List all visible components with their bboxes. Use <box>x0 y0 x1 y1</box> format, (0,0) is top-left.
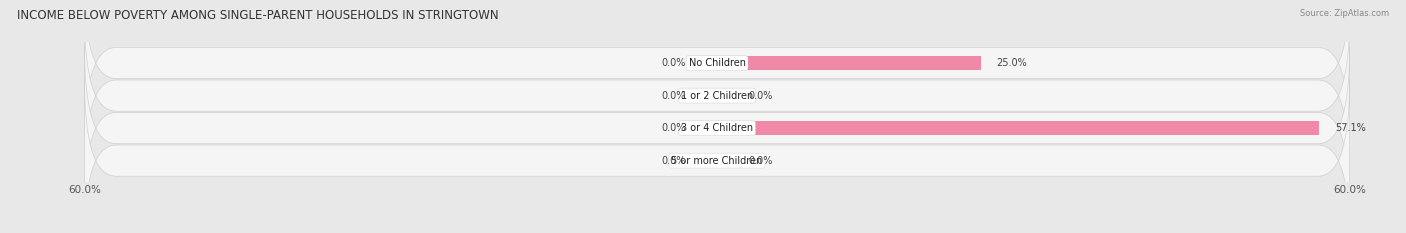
Text: 3 or 4 Children: 3 or 4 Children <box>681 123 754 133</box>
Text: Source: ZipAtlas.com: Source: ZipAtlas.com <box>1301 9 1389 18</box>
FancyBboxPatch shape <box>84 0 1350 145</box>
Text: 0.0%: 0.0% <box>661 91 686 101</box>
FancyBboxPatch shape <box>84 46 1350 210</box>
Text: 1 or 2 Children: 1 or 2 Children <box>681 91 754 101</box>
Bar <box>717 154 733 168</box>
Bar <box>702 154 717 168</box>
Bar <box>717 121 1319 135</box>
Text: 0.0%: 0.0% <box>749 91 773 101</box>
Text: No Children: No Children <box>689 58 745 68</box>
Text: 57.1%: 57.1% <box>1336 123 1365 133</box>
Bar <box>702 89 717 103</box>
Text: 25.0%: 25.0% <box>997 58 1028 68</box>
Bar <box>717 56 981 70</box>
Text: 0.0%: 0.0% <box>661 156 686 166</box>
Text: 0.0%: 0.0% <box>661 58 686 68</box>
FancyBboxPatch shape <box>84 14 1350 178</box>
Bar <box>702 121 717 135</box>
Bar <box>702 56 717 70</box>
Text: 5 or more Children: 5 or more Children <box>672 156 762 166</box>
Text: INCOME BELOW POVERTY AMONG SINGLE-PARENT HOUSEHOLDS IN STRINGTOWN: INCOME BELOW POVERTY AMONG SINGLE-PARENT… <box>17 9 499 22</box>
Text: 0.0%: 0.0% <box>661 123 686 133</box>
FancyBboxPatch shape <box>84 79 1350 233</box>
Text: 0.0%: 0.0% <box>749 156 773 166</box>
Bar <box>717 89 733 103</box>
